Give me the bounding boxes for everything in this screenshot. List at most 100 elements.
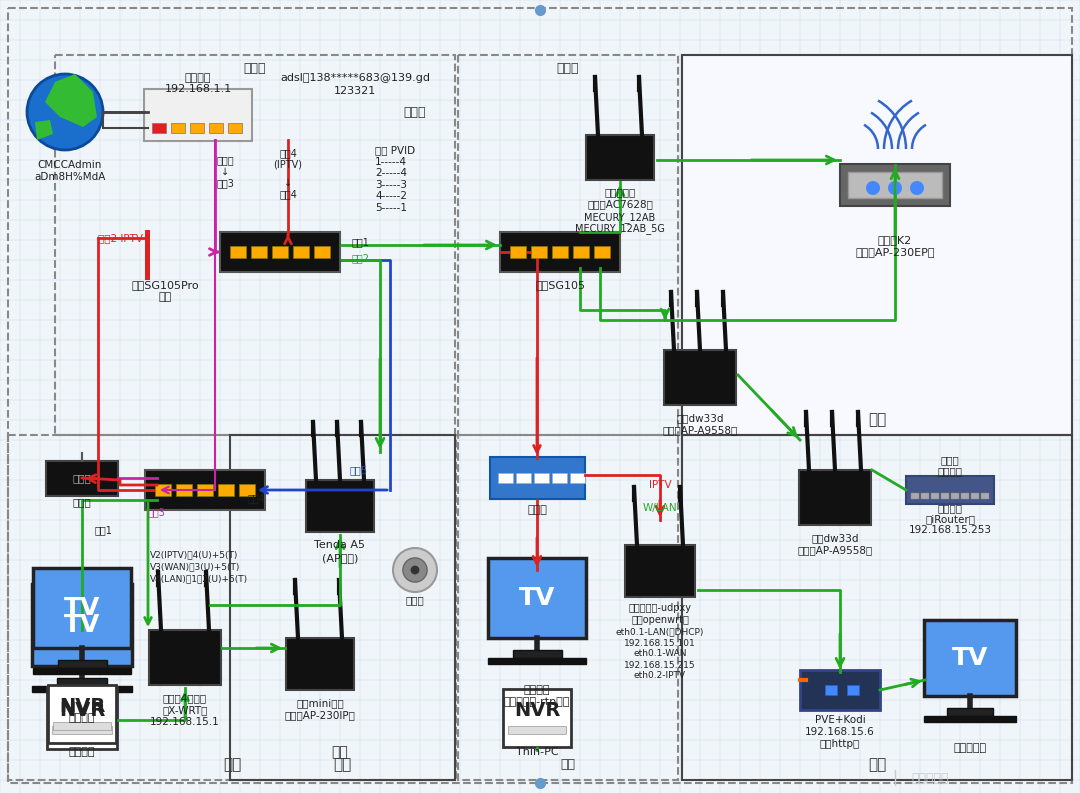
Bar [458,435,678,780]
Bar [625,545,696,597]
Bar [586,135,654,180]
Text: 小米青春版-udpxy: 小米青春版-udpxy [629,603,691,613]
Text: （集客AP-230IP）: （集客AP-230IP） [284,710,355,720]
Bar [681,435,1072,780]
Text: 192.168.1.1: 192.168.1.1 [164,84,231,94]
Text: 端口5: 端口5 [350,465,368,475]
Bar [552,246,568,258]
Text: V3(WAN)：3(U)+5(T): V3(WAN)：3(U)+5(T) [150,562,241,571]
Bar [981,493,989,499]
Text: （集客AP-A9558）: （集客AP-A9558） [662,425,738,435]
Bar [144,89,252,141]
Bar [46,461,118,496]
Bar [500,232,620,272]
Text: PVE+Kodi: PVE+Kodi [814,715,865,725]
Bar [961,493,969,499]
Circle shape [866,181,880,195]
Circle shape [410,565,419,574]
Bar [594,246,610,258]
Text: 192.168.15.6: 192.168.15.6 [805,727,875,737]
Bar [272,246,288,258]
Text: 有看头: 有看头 [406,595,424,605]
Text: TV: TV [64,596,100,620]
Text: 千兆口
↓
端口3: 千兆口 ↓ 端口3 [216,155,234,188]
Text: 二楼: 二楼 [222,757,241,772]
Bar [52,726,112,734]
Text: TV: TV [951,646,988,670]
Bar [531,246,546,258]
Bar [171,123,185,133]
Text: eth0.1-WAN: eth0.1-WAN [633,649,687,658]
Bar [534,473,549,483]
Bar [664,350,735,405]
Circle shape [910,181,924,195]
Text: 播放http源: 播放http源 [820,739,860,749]
Circle shape [27,74,103,150]
Bar [53,722,111,730]
Bar [840,164,950,206]
Bar [55,55,455,435]
Polygon shape [35,120,53,140]
Bar [971,493,978,499]
Text: 端口1: 端口1 [95,525,113,535]
Bar [32,584,132,666]
Text: 乔安大拿: 乔安大拿 [69,713,95,723]
Text: 一楼: 一楼 [333,757,351,772]
Bar [924,620,1016,696]
Text: CMCCAdmin: CMCCAdmin [38,160,103,170]
Bar [799,470,870,525]
Text: V4(LAN)：1、2(U)+5(T): V4(LAN)：1、2(U)+5(T) [150,574,248,583]
Bar [800,670,880,710]
Bar [220,232,340,272]
Bar [197,484,213,496]
Text: (AP模式): (AP模式) [322,553,359,563]
Bar [314,246,330,258]
Text: 端口2: 端口2 [352,253,370,263]
Circle shape [393,548,437,592]
Text: 三楼: 三楼 [868,412,886,427]
Bar [210,123,222,133]
Bar [951,493,959,499]
Text: 内网穿透: 内网穿透 [937,466,962,476]
Text: 弱电箱: 弱电箱 [244,62,267,75]
Bar [48,687,117,749]
Bar [490,457,585,499]
Bar [552,473,567,483]
Text: 一楼: 一楼 [332,745,349,759]
Bar [230,435,455,780]
Text: aDm8H%MdA: aDm8H%MdA [35,172,106,182]
Text: （集客AC7628）: （集客AC7628） [588,199,653,209]
Text: 端口4: 端口4 [248,493,266,503]
Bar [516,473,531,483]
Bar [286,638,354,690]
Text: 光口2 IPTV: 光口2 IPTV [98,233,143,243]
Text: 二楼: 二楼 [561,758,576,772]
Circle shape [888,181,902,195]
Text: 端口3: 端口3 [148,507,166,517]
Bar [8,435,456,780]
Circle shape [403,558,427,582]
Text: TV: TV [518,586,555,610]
Text: 非智能电视: 非智能电视 [954,743,986,753]
Text: TV: TV [64,613,100,637]
Bar [228,123,242,133]
Text: adsl：138*****683@139.gd: adsl：138*****683@139.gd [280,73,430,83]
Text: Tenda A5: Tenda A5 [314,540,365,550]
Bar [573,246,589,258]
Text: 光口4
(IPTV): 光口4 (IPTV) [273,148,302,170]
Text: 旁路由: 旁路由 [941,455,959,465]
Bar [190,123,204,133]
Bar [58,660,107,668]
Text: （集客AP-230EP）: （集客AP-230EP） [855,247,935,257]
Text: 秒开路由: 秒开路由 [937,503,962,513]
Text: 水星SG105: 水星SG105 [535,280,585,290]
Bar [947,708,993,716]
Bar [503,689,571,747]
Bar [906,476,994,504]
Bar [921,493,929,499]
Text: 极路由4增强版: 极路由4增强版 [163,693,207,703]
Text: NVR: NVR [514,700,561,719]
Bar [306,480,374,532]
Text: （刷openwrt）: （刷openwrt） [631,615,689,625]
Text: NVR: NVR [58,696,105,715]
